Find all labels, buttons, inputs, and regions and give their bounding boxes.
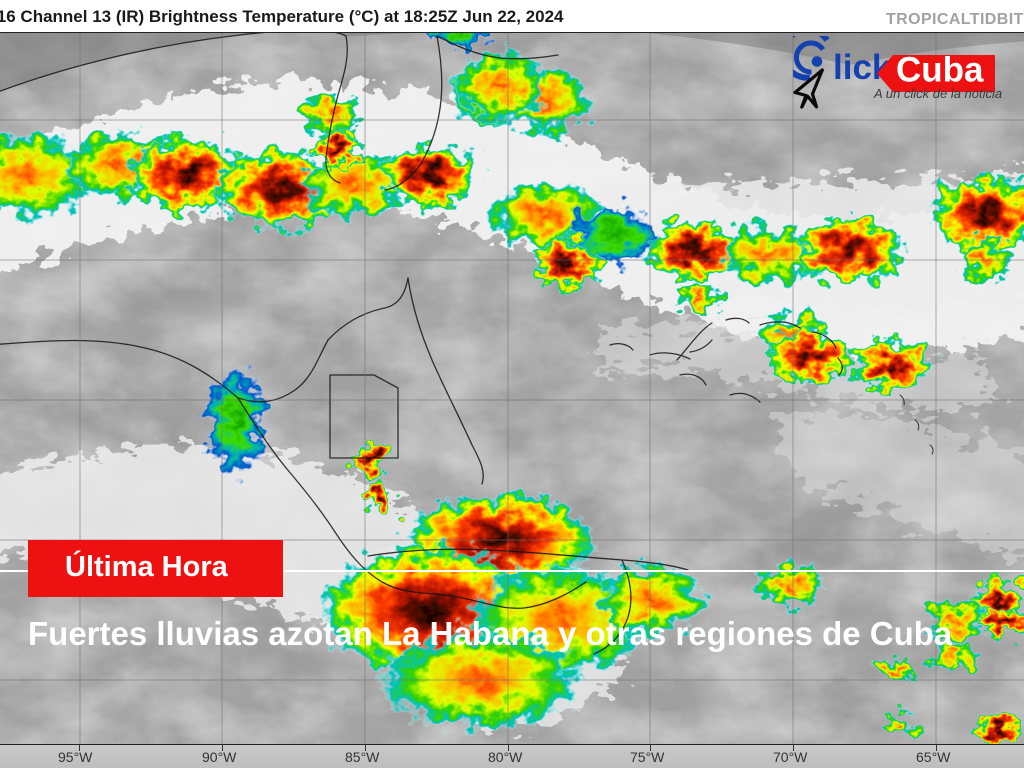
svg-text:A un click de la noticia: A un click de la noticia: [873, 86, 1002, 101]
svg-text:Cuba: Cuba: [896, 51, 984, 90]
